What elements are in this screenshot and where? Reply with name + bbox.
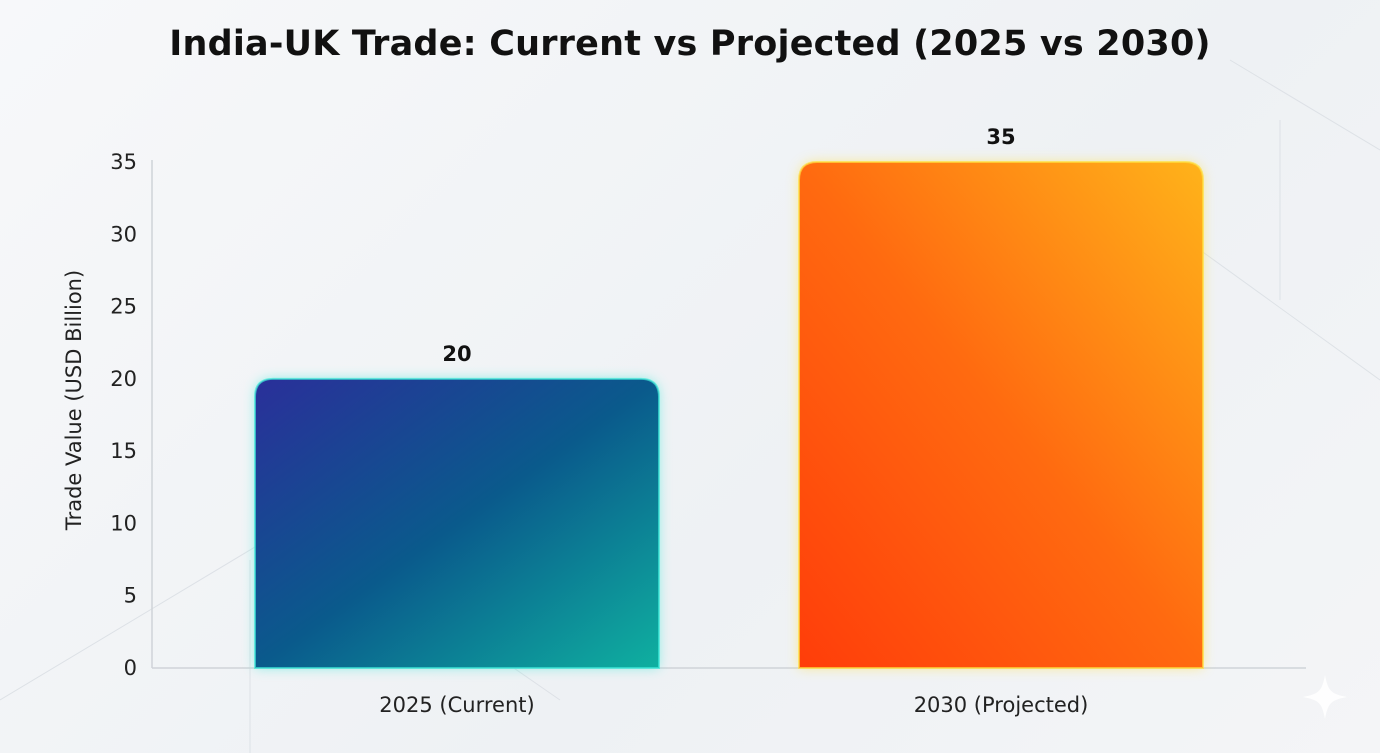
y-tick-label: 5: [124, 584, 137, 608]
y-tick-label: 20: [110, 367, 137, 391]
data-label: 20: [442, 342, 471, 366]
y-tick-label: 0: [124, 656, 137, 680]
sparkle-icon: [1303, 675, 1347, 719]
data-label: 35: [986, 125, 1015, 149]
x-tick-label: 2025 (Current): [379, 693, 534, 717]
bar: [254, 377, 660, 669]
y-tick-label: 35: [110, 150, 137, 174]
y-axis-label: Trade Value (USD Billion): [62, 270, 86, 531]
y-tick-label: 25: [110, 295, 137, 319]
y-tick-label: 10: [110, 511, 137, 535]
bar: [798, 161, 1204, 669]
y-tick-label: 30: [110, 222, 137, 246]
y-tick-label: 15: [110, 439, 137, 463]
chart-title: India-UK Trade: Current vs Projected (20…: [169, 24, 1211, 64]
x-tick-label: 2030 (Projected): [914, 693, 1089, 717]
